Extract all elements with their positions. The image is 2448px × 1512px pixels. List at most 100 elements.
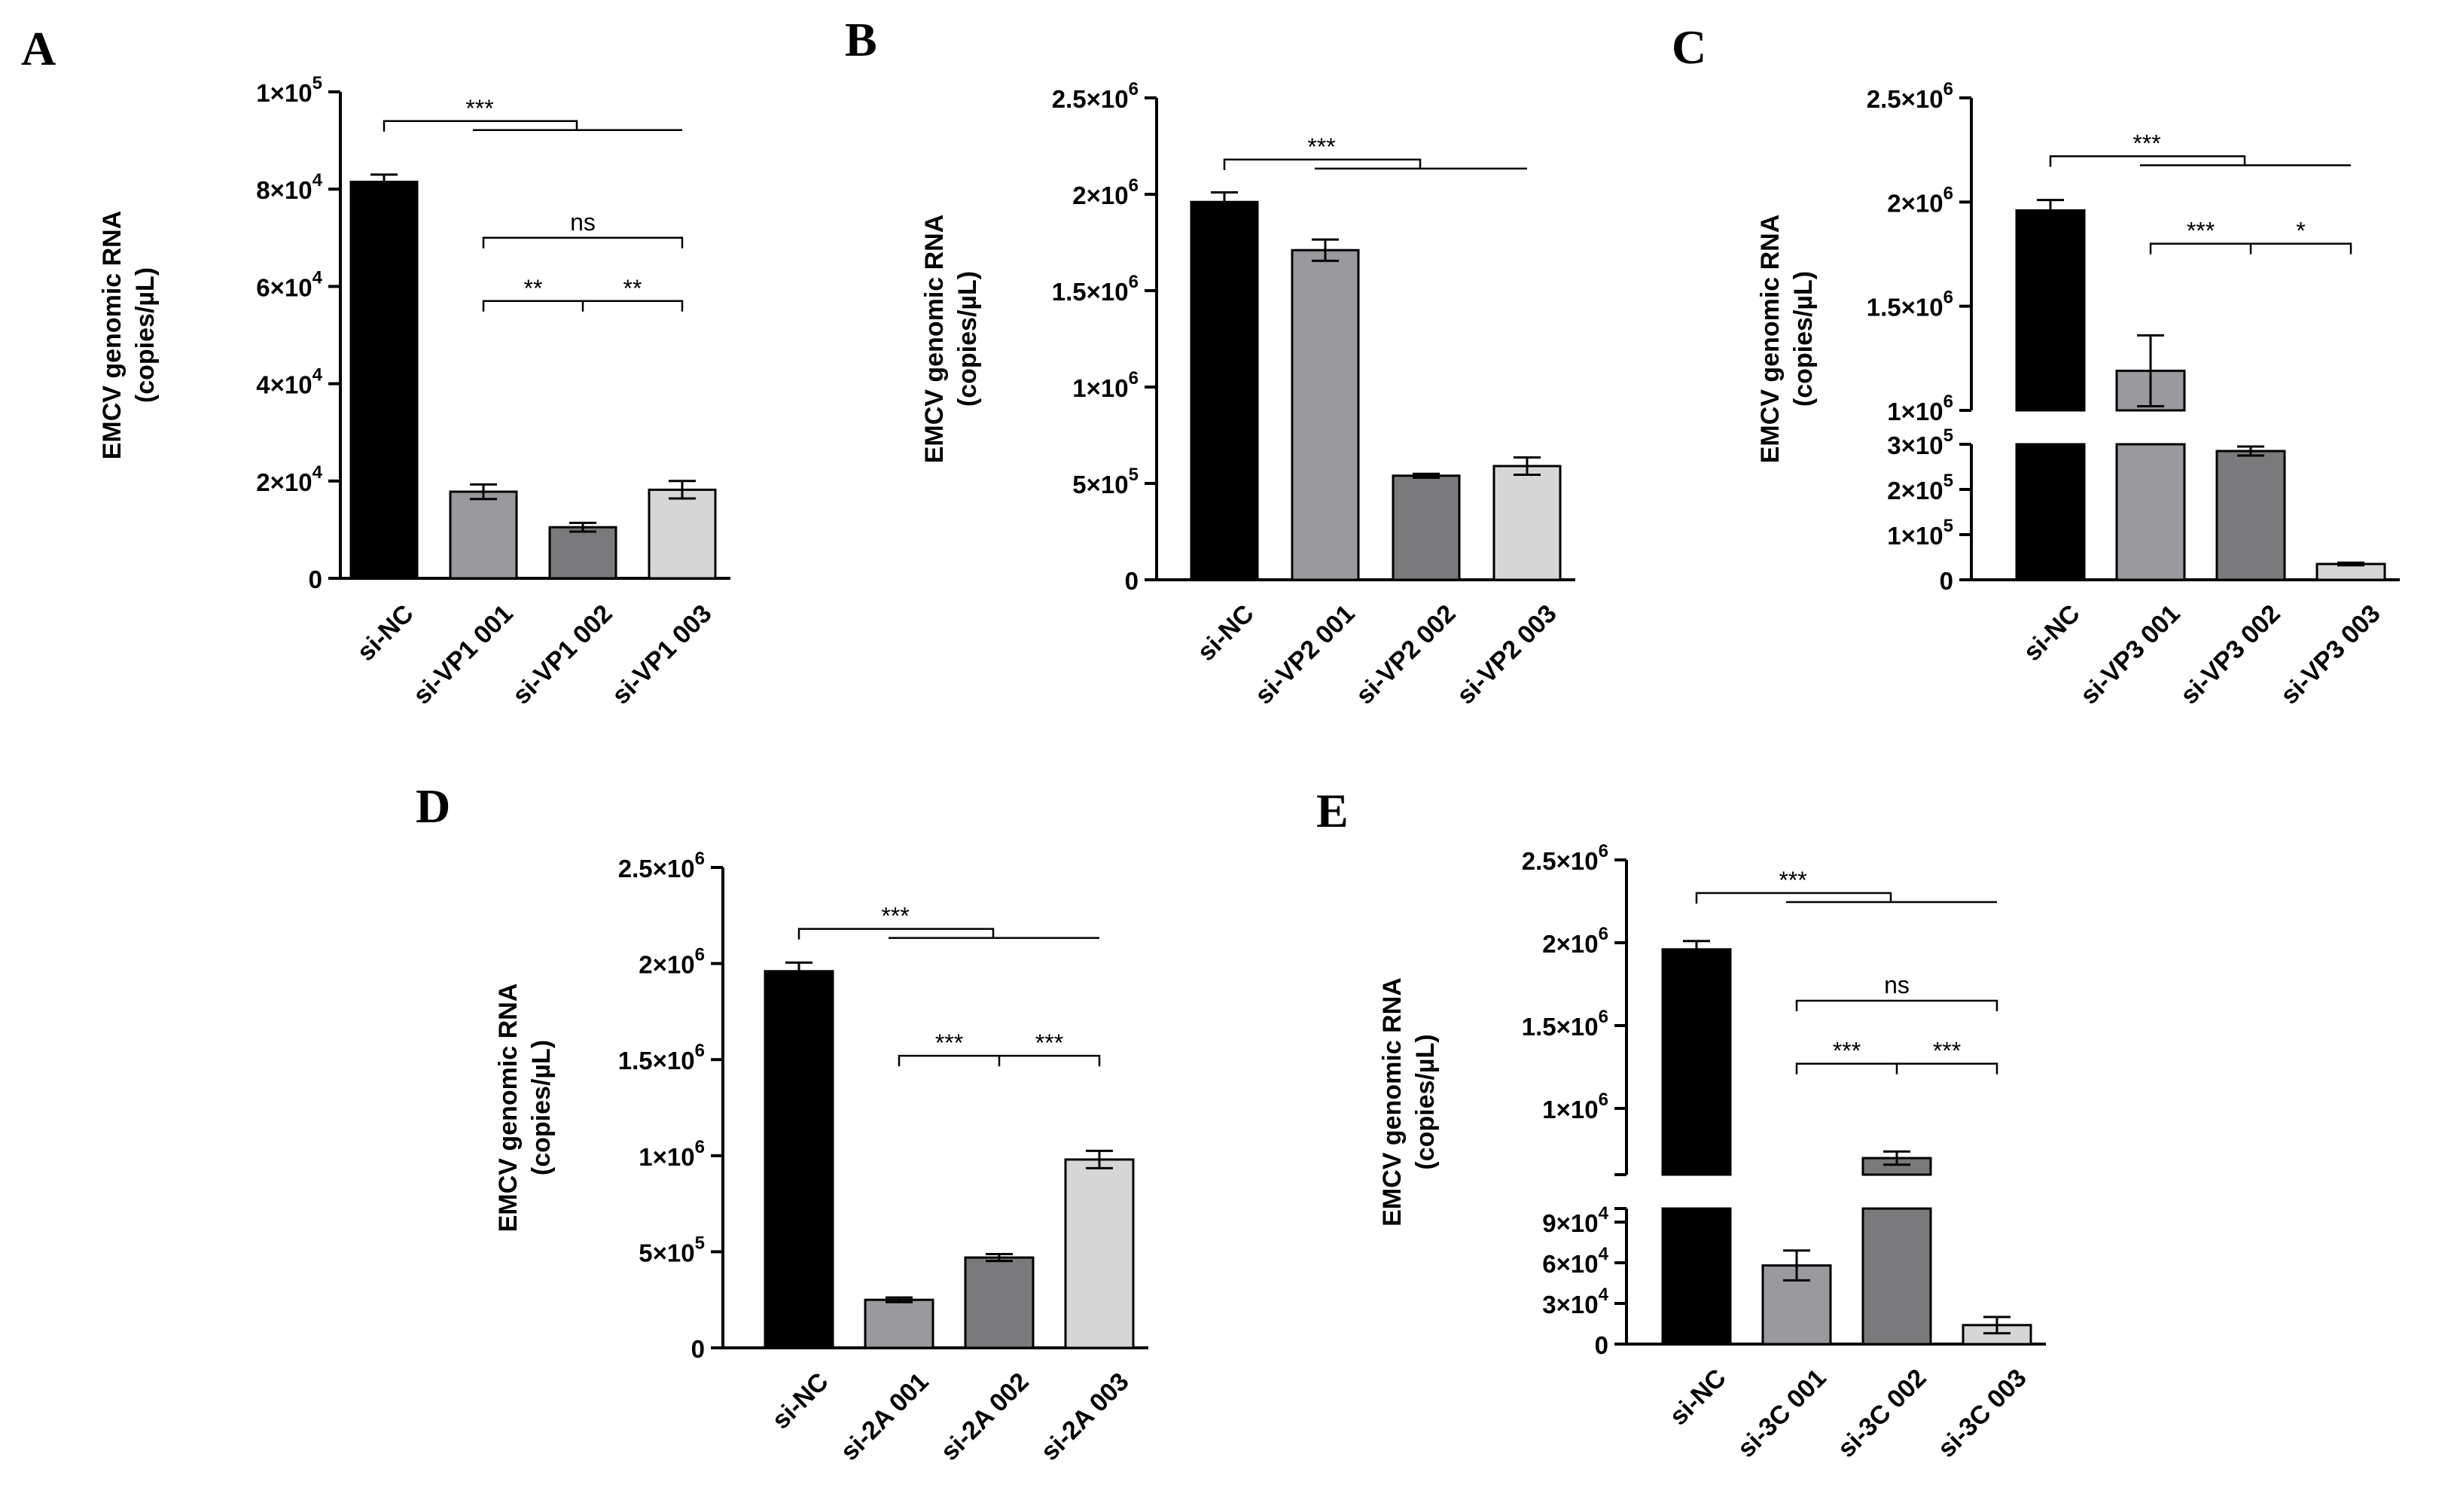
panel-B: B EMCV genomic RNA (copies/µL) 0 5×105 1×106 1…	[845, 13, 1575, 710]
y-axis-title-d-1: EMCV genomic RNA	[494, 983, 523, 1233]
y-tick-label-c: 1×106	[1887, 392, 1953, 425]
y-tick-label-e: 3×104	[1542, 1285, 1608, 1318]
y-tick-label-b: 1.5×106	[1052, 272, 1139, 305]
error-bar-e-1	[1683, 940, 1710, 959]
significance-a-2: ns	[482, 209, 684, 248]
panel-C: C EMCV genomic RNA (copies/µL) 1×106 1.5×106…	[1672, 20, 2400, 710]
y-tick-label-e: 0	[1595, 1331, 1608, 1359]
y-tick-label-e: 6×104	[1542, 1244, 1608, 1277]
y-tick-label-e: 2.5×106	[1522, 841, 1608, 874]
x-tick-label-c-1: si-NC	[2018, 599, 2086, 667]
y-tick-label-a: 0	[309, 565, 322, 593]
x-tick-label-a-2: si-VP1 001	[407, 599, 518, 710]
y-tick-label-b: 2.5×106	[1052, 79, 1139, 112]
panel-label-a: A	[21, 22, 56, 75]
x-tick-label-c-3: si-VP3 002	[2175, 599, 2285, 710]
y-tick-label-a: 1×105	[256, 73, 322, 106]
significance-label-c: ***	[2132, 130, 2160, 157]
x-tick-label-e-3: si-3C 002	[1832, 1364, 1931, 1463]
bar-c-3-lower	[2215, 450, 2286, 581]
significance-label-b: ***	[1307, 133, 1335, 160]
significance-label-a: **	[623, 275, 642, 302]
y-axis-title-a-1: EMCV genomic RNA	[98, 211, 127, 460]
y-tick-label-e: 1×106	[1542, 1090, 1608, 1123]
y-tick-label-e: 1.5×106	[1522, 1007, 1608, 1040]
significance-label-e: ***	[1933, 1038, 1961, 1065]
y-axis-title-c-2: (copies/µL)	[1789, 271, 1818, 407]
y-tick-label-e: 2×106	[1542, 924, 1608, 957]
significance-label-e: ***	[1833, 1038, 1861, 1065]
bar-a-2	[449, 490, 518, 580]
panel-label-d: D	[416, 779, 450, 833]
error-bar-c-3	[2237, 445, 2264, 457]
significance-a-3: ** **	[482, 275, 684, 312]
y-tick-label-a: 8×104	[256, 171, 322, 204]
significance-label-a: **	[524, 275, 543, 302]
bar-c-2-lower	[2115, 443, 2186, 581]
y-tick-label-c: 2×105	[1887, 471, 1953, 504]
error-bar-d-2	[886, 1296, 913, 1303]
y-axis-title-e-2: (copies/µL)	[1411, 1034, 1440, 1169]
y-axis-title-d-2: (copies/µL)	[527, 1040, 556, 1175]
x-tick-label-c-4: si-VP3 003	[2275, 599, 2386, 710]
y-tick-label-d: 1×106	[639, 1137, 705, 1170]
y-tick-label-c: 1.5×106	[1867, 288, 1953, 321]
panel-label-e: E	[1316, 784, 1349, 837]
x-tick-label-b-4: si-VP2 003	[1451, 599, 1562, 710]
x-tick-label-a-3: si-VP1 002	[507, 599, 617, 710]
significance-label-a: ***	[465, 95, 493, 122]
error-bar-a-1	[370, 173, 398, 191]
error-bar-b-2	[1312, 238, 1339, 262]
significance-e-1: ***	[1695, 867, 1997, 904]
significance-label-d: ***	[1035, 1029, 1063, 1056]
bar-e-3-lower	[1861, 1207, 1932, 1346]
significance-d-2: *** ***	[898, 1029, 1101, 1067]
y-tick-label-d: 5×105	[639, 1233, 705, 1267]
y-axis-title-b-2: (copies/µL)	[953, 271, 982, 407]
y-tick-label-c: 2×106	[1887, 184, 1953, 217]
bar-b-3	[1392, 474, 1461, 581]
significance-label-a: ns	[570, 209, 596, 236]
bar-e-1-lower	[1661, 1207, 1732, 1346]
significance-e-3: *** ***	[1795, 1038, 1998, 1075]
y-tick-label-a: 4×104	[256, 365, 322, 398]
significance-label-c: *	[2296, 218, 2305, 245]
x-tick-label-d-2: si-2A 001	[835, 1367, 934, 1467]
bar-a-3	[548, 526, 617, 580]
error-bar-d-1	[785, 961, 812, 981]
y-tick-label-c: 3×105	[1887, 425, 1953, 459]
y-axis-title-e-1: EMCV genomic RNA	[1378, 977, 1407, 1227]
x-tick-label-b-3: si-VP2 002	[1350, 599, 1461, 710]
bar-e-1-upper	[1661, 948, 1732, 1176]
x-tick-label-b-1: si-NC	[1192, 599, 1260, 667]
y-tick-label-a: 2×104	[256, 462, 322, 495]
x-tick-label-a-1: si-NC	[352, 599, 419, 667]
error-bar-a-3	[569, 521, 596, 533]
y-tick-label-d: 2.5×106	[618, 849, 705, 882]
error-bar-b-4	[1514, 456, 1541, 476]
bar-b-2	[1291, 248, 1360, 581]
error-bar-c-2	[2137, 334, 2164, 407]
error-bar-b-1	[1211, 191, 1238, 213]
error-bar-e-4	[1983, 1315, 2011, 1335]
bar-a-4	[648, 488, 717, 580]
x-tick-label-e-4: si-3C 003	[1932, 1364, 2032, 1463]
y-tick-label-c: 0	[1940, 567, 1953, 595]
x-tick-label-d-3: si-2A 002	[935, 1367, 1035, 1467]
bar-d-4	[1064, 1158, 1135, 1349]
significance-c-2: *** *	[2149, 218, 2352, 255]
x-tick-label-e-1: si-NC	[1664, 1364, 1732, 1431]
significance-e-2: ns	[1795, 971, 1998, 1011]
panel-label-b: B	[845, 13, 877, 66]
panel-A: A EMCV genomic RNA (copies/µL) 0 2×104 4×104 6…	[21, 22, 730, 710]
y-tick-label-b: 5×105	[1072, 465, 1139, 498]
y-tick-label-d: 0	[691, 1335, 705, 1363]
significance-label-d: ***	[881, 903, 909, 930]
panel-E: E EMCV genomic RNA (copies/µL) 1×106 1.5×106…	[1316, 784, 2046, 1463]
bar-c-1-upper	[2015, 209, 2086, 412]
y-axis-title-b-1: EMCV genomic RNA	[920, 215, 949, 464]
x-tick-label-c-2: si-VP3 001	[2075, 599, 2185, 710]
error-bar-b-3	[1413, 472, 1440, 479]
y-tick-label-d: 2×106	[639, 945, 705, 978]
